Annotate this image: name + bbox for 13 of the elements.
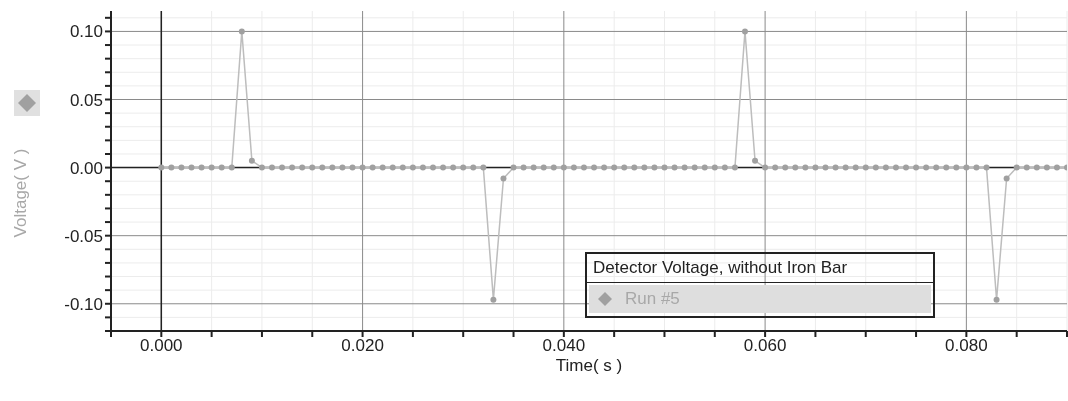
y-tick-label: 0.10 [69, 22, 103, 42]
x-tick-label: 0.040 [542, 336, 586, 356]
x-axis-title: Time( s ) [555, 356, 623, 375]
x-tick-label: 0.020 [341, 336, 384, 356]
y-axis-title: Voltage( V ) [11, 148, 30, 238]
y-tick-label: 0.05 [69, 90, 103, 110]
x-tick-label: 0.060 [743, 336, 787, 356]
x-tick-label: 0.080 [945, 336, 988, 356]
x-tick-label: 0.000 [140, 336, 183, 356]
y-tick-label: 0.00 [69, 158, 103, 178]
y-tick-label: -0.05 [64, 226, 103, 246]
y-tick-label: -0.10 [64, 294, 103, 314]
legend-title: Detector Voltage, without Iron Bar [587, 254, 933, 283]
